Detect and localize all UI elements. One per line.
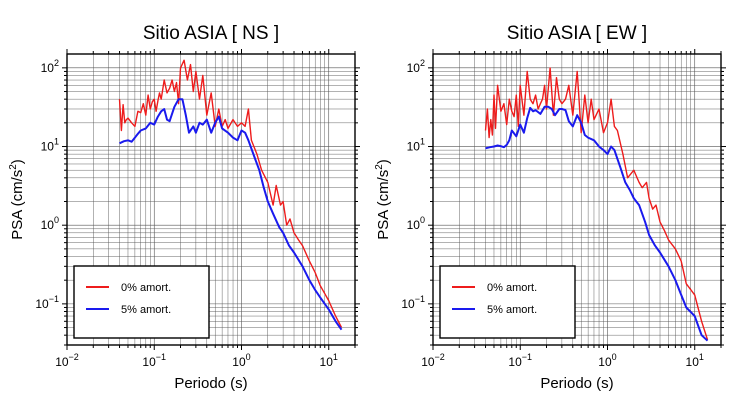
x-tick-label-exp: 1 xyxy=(333,352,338,362)
plot-frame xyxy=(432,53,722,346)
x-tick-label-exp: −2 xyxy=(69,352,79,362)
y-tick-label-base: 10 xyxy=(41,140,55,154)
y-tick-label-exp: 2 xyxy=(54,58,59,68)
legend-box xyxy=(439,265,576,339)
y-axis-label: PSA (cm/s2) xyxy=(374,159,392,240)
legend-label-1: 5% amort. xyxy=(121,304,171,316)
y-tick-label: 10−1 xyxy=(401,294,425,311)
y-axis-label-main: PSA (cm/s xyxy=(375,170,392,240)
x-tick-label: 10−2 xyxy=(55,352,79,369)
x-axis-label: Periodo (s) xyxy=(174,375,247,392)
y-axis-label-sup: 2 xyxy=(374,164,385,170)
legend-box xyxy=(73,265,210,339)
y-tick-label-base: 10 xyxy=(41,218,55,232)
axis-ticks xyxy=(428,49,726,350)
x-tick-label: 10−1 xyxy=(142,352,166,369)
legend-label-1: 5% amort. xyxy=(487,304,537,316)
y-tick-label-exp: 1 xyxy=(420,137,425,147)
y-axis-label-main: PSA (cm/s xyxy=(9,170,26,240)
y-tick-label: 100 xyxy=(41,215,59,232)
y-tick-label-exp: 1 xyxy=(54,137,59,147)
y-tick-label-base: 10 xyxy=(41,61,55,75)
y-tick-label-base: 10 xyxy=(35,297,49,311)
x-tick-label-base: 10 xyxy=(508,355,522,369)
x-tick-label: 100 xyxy=(232,352,250,369)
grid xyxy=(432,54,722,346)
x-tick-label-base: 10 xyxy=(421,355,435,369)
y-tick-label: 10−1 xyxy=(35,294,59,311)
y-axis-label: PSA (cm/s2) xyxy=(8,159,26,240)
x-tick-label-exp: −1 xyxy=(522,352,532,362)
y-tick-label-base: 10 xyxy=(401,297,415,311)
series-line-damping-0 xyxy=(484,67,709,340)
x-tick-label-base: 10 xyxy=(142,355,156,369)
x-tick-label: 10−1 xyxy=(508,352,532,369)
chart-title: Sitio ASIA [ NS ] xyxy=(143,23,279,44)
y-axis-label-sup: 2 xyxy=(8,164,19,170)
legend-label-0: 0% amort. xyxy=(487,282,537,294)
x-tick-label-exp: 0 xyxy=(612,352,617,362)
chart-title: Sitio ASIA [ EW ] xyxy=(507,23,647,44)
y-tick-label-exp: 2 xyxy=(420,58,425,68)
y-tick-label-exp: −1 xyxy=(49,294,59,304)
y-tick-label: 101 xyxy=(407,137,425,154)
series-line-damping-5 xyxy=(119,98,343,331)
x-tick-label-exp: 0 xyxy=(246,352,251,362)
y-tick-label-exp: 0 xyxy=(54,215,59,225)
series-line-damping-5 xyxy=(485,105,709,342)
y-tick-label: 100 xyxy=(407,215,425,232)
y-tick-label-base: 10 xyxy=(407,61,421,75)
x-tick-label-exp: −1 xyxy=(156,352,166,362)
x-tick-label-base: 10 xyxy=(686,355,700,369)
y-tick-label: 101 xyxy=(41,137,59,154)
x-tick-label: 101 xyxy=(686,352,704,369)
plot-frame xyxy=(66,53,356,346)
y-tick-label: 102 xyxy=(407,58,425,75)
x-tick-label-exp: −2 xyxy=(435,352,445,362)
x-tick-label-base: 10 xyxy=(232,355,246,369)
y-tick-label-exp: −1 xyxy=(415,294,425,304)
y-tick-label-base: 10 xyxy=(407,140,421,154)
x-tick-label-base: 10 xyxy=(598,355,612,369)
axis-ticks xyxy=(62,49,360,350)
y-tick-label-exp: 0 xyxy=(420,215,425,225)
x-tick-label-base: 10 xyxy=(320,355,334,369)
grid xyxy=(66,54,356,346)
legend: 0% amort. 5% amort. xyxy=(439,265,576,339)
y-axis-label-tail: ) xyxy=(9,159,26,164)
y-axis-label-tail: ) xyxy=(375,159,392,164)
series-line-damping-0 xyxy=(118,59,343,328)
x-tick-label: 101 xyxy=(320,352,338,369)
y-tick-label-base: 10 xyxy=(407,218,421,232)
x-axis-label: Periodo (s) xyxy=(540,375,613,392)
legend-label-0: 0% amort. xyxy=(121,282,171,294)
x-tick-label: 10−2 xyxy=(421,352,445,369)
x-tick-label-base: 10 xyxy=(55,355,69,369)
x-tick-label-exp: 1 xyxy=(699,352,704,362)
x-tick-label: 100 xyxy=(598,352,616,369)
y-tick-label: 102 xyxy=(41,58,59,75)
legend: 0% amort. 5% amort. xyxy=(73,265,210,339)
